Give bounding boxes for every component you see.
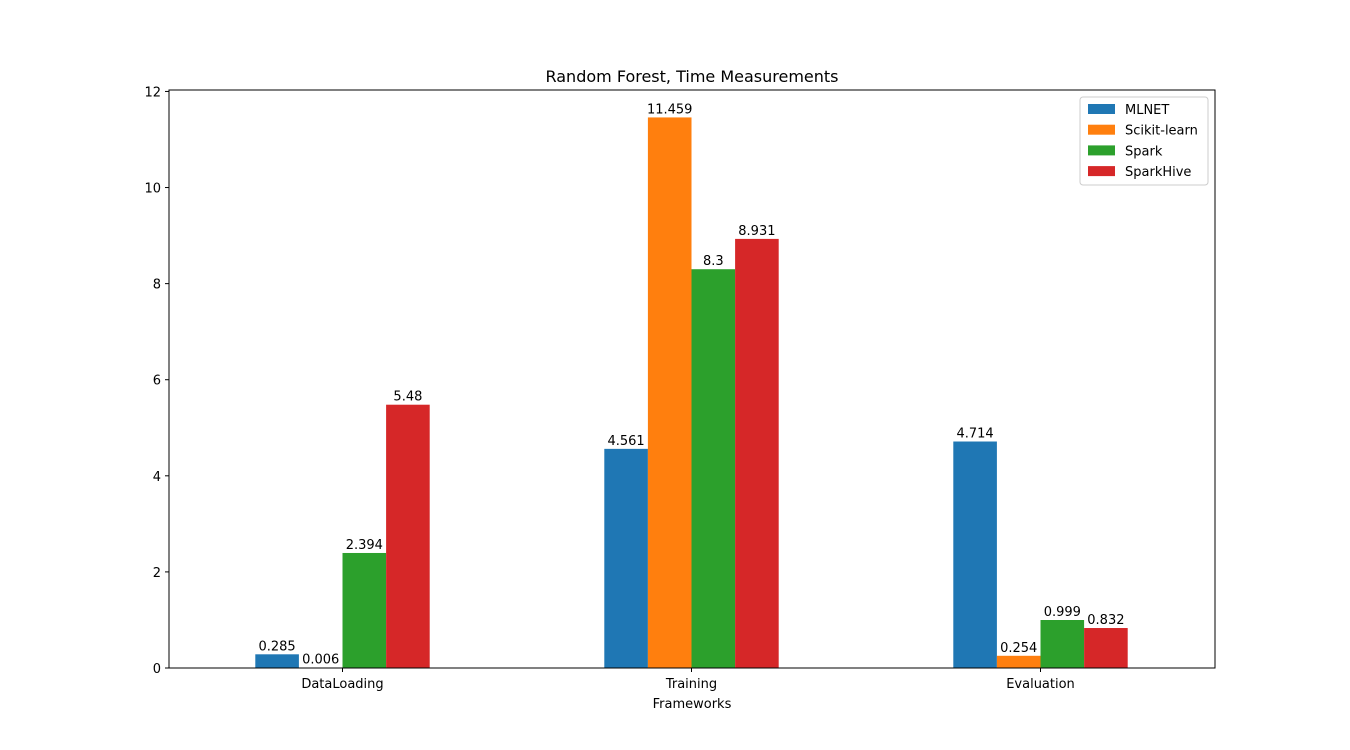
bar-value-label: 8.3 [703,254,724,269]
bar-value-label: 4.561 [607,434,644,449]
legend-swatch [1088,145,1115,156]
y-tick-label: 2 [153,566,161,581]
y-tick-label: 6 [153,374,161,389]
x-axis: DataLoading Training Evaluation [301,668,1075,692]
y-tick-label: 4 [153,470,161,485]
legend-entry-label: SparkHive [1125,165,1191,180]
bar-value-label: 8.931 [738,224,775,239]
bar-scikit-learn-training [647,117,692,669]
y-tick-label: 0 [153,662,161,677]
bar-value-label: 4.714 [956,427,993,442]
legend-swatch [1088,104,1115,114]
legend-entry-label: Spark [1125,144,1163,159]
bar-value-label: 0.006 [302,653,339,668]
bar-value-label: 0.999 [1044,605,1081,620]
legend-entry-label: Scikit-learn [1125,124,1198,139]
bar-mlnet-dataloading [255,654,299,668]
legend-box [1079,96,1209,186]
bars-layer [255,117,1128,669]
bar-sparkhive-dataloading [386,404,430,668]
bar-value-label: 2.394 [346,538,383,553]
bar-value-label: 0.285 [258,639,295,654]
y-tick-label: 8 [153,278,161,293]
x-tick-label: Training [665,677,717,692]
chart-title: Random Forest, Time Measurements [545,67,838,86]
bar-mlnet-evaluation [953,441,997,668]
x-tick-label: Evaluation [1006,677,1075,692]
bar-spark-dataloading [342,552,387,668]
y-tick-label: 10 [144,182,161,197]
x-axis-label: Frameworks [653,697,732,712]
value-labels-layer: 0.285 4.561 4.714 0.006 11.459 0.254 2.394 8.3 0… [258,102,1124,667]
bar-value-label: 5.48 [393,390,422,405]
bar-value-label: 0.254 [1000,641,1037,656]
x-tick-label: DataLoading [301,677,383,692]
bar-sparkhive-evaluation [1084,628,1128,668]
bar-value-label: 0.832 [1087,613,1124,628]
bar-value-label: 11.459 [647,102,693,117]
plot-frame [168,89,1216,669]
bar-sparkhive-training [735,238,779,669]
bar-spark-evaluation [1040,620,1085,668]
legend-entry-label: MLNET [1125,103,1169,118]
legend-swatch [1088,124,1115,135]
bar-mlnet-training [604,448,648,668]
legend-swatch [1088,166,1115,177]
bar-scikit-learn-evaluation [996,655,1041,668]
legend: MLNET Scikit-learn Spark SparkHive [1079,96,1209,186]
y-tick-label: 12 [144,85,161,100]
y-axis: 0 2 4 6 8 10 12 [144,85,169,677]
bar-spark-training [691,269,736,668]
